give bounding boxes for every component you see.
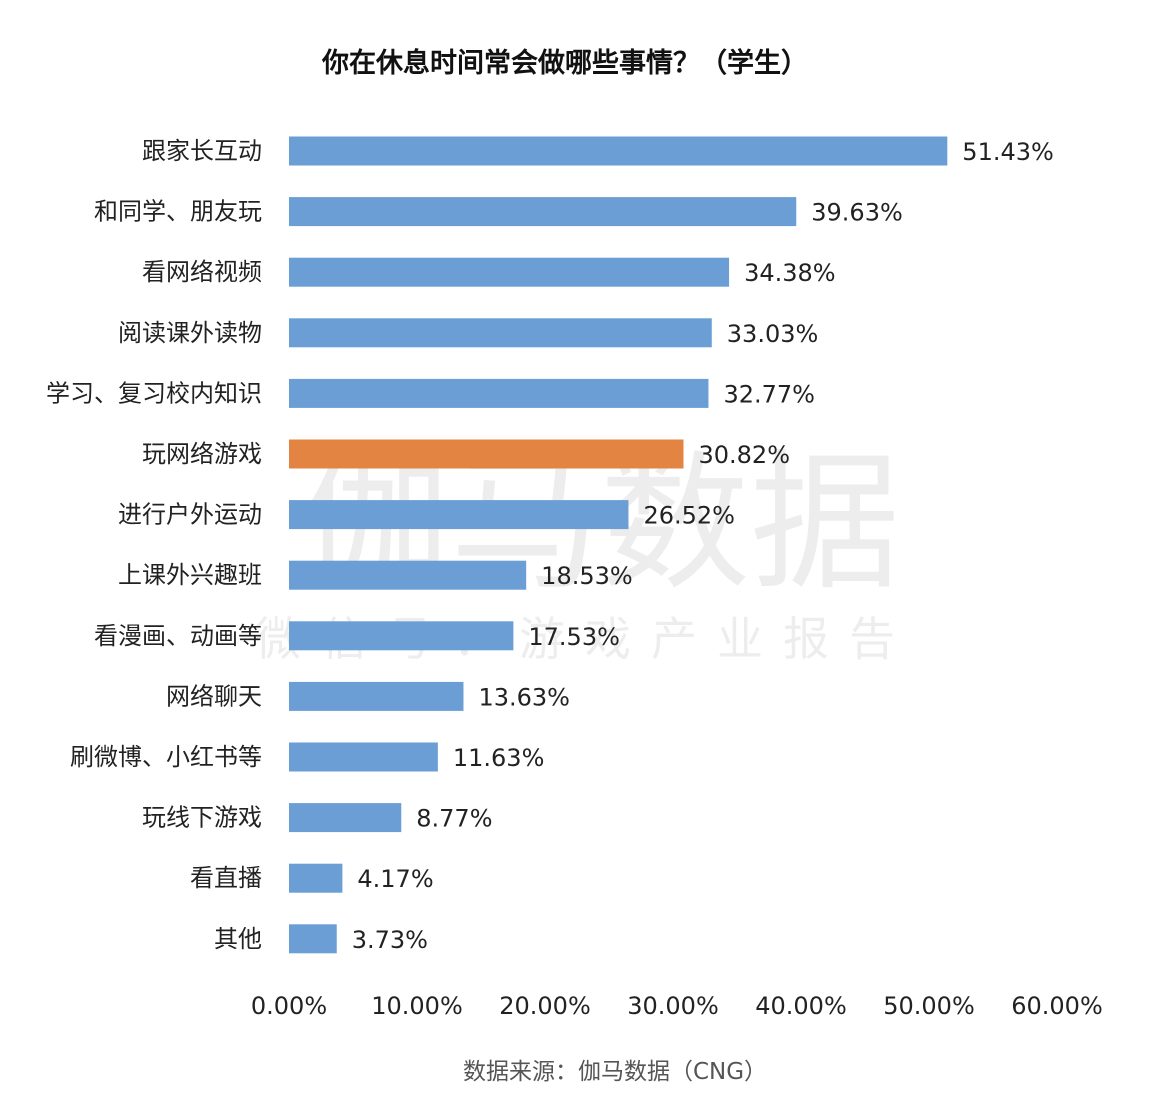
category-label: 和同学、朋友玩 bbox=[94, 198, 262, 226]
value-label: 34.38% bbox=[744, 259, 836, 287]
value-label: 4.17% bbox=[357, 865, 433, 893]
x-tick-label: 30.00% bbox=[627, 992, 719, 1020]
x-tick-label: 0.00% bbox=[251, 992, 327, 1020]
bar bbox=[289, 803, 402, 833]
bar bbox=[289, 621, 514, 651]
value-label: 3.73% bbox=[352, 926, 428, 954]
bar bbox=[289, 257, 730, 287]
category-label: 学习、复习校内知识 bbox=[46, 379, 262, 407]
bar bbox=[289, 197, 797, 227]
category-label: 阅读课外读物 bbox=[118, 319, 262, 347]
source-note: 数据来源：伽马数据（CNG） bbox=[463, 1059, 767, 1085]
x-tick-label: 20.00% bbox=[499, 992, 591, 1020]
bar bbox=[289, 318, 712, 348]
value-label: 17.53% bbox=[528, 623, 620, 651]
value-label: 39.63% bbox=[811, 199, 903, 227]
category-label: 上课外兴趣班 bbox=[118, 561, 262, 589]
x-tick-label: 10.00% bbox=[371, 992, 463, 1020]
bar bbox=[289, 136, 948, 166]
category-label: 玩线下游戏 bbox=[142, 804, 262, 832]
category-label: 网络聊天 bbox=[166, 682, 262, 710]
category-label: 看直播 bbox=[190, 864, 262, 892]
value-label: 33.03% bbox=[727, 320, 819, 348]
category-label: 刷微博、小红书等 bbox=[70, 743, 262, 771]
x-tick-label: 40.00% bbox=[755, 992, 847, 1020]
bar bbox=[289, 681, 464, 711]
bar bbox=[289, 560, 527, 590]
category-label: 看网络视频 bbox=[142, 258, 262, 286]
chart-title: 你在休息时间常会做哪些事情？（学生） bbox=[321, 47, 808, 79]
value-label: 30.82% bbox=[698, 441, 790, 469]
bar bbox=[289, 500, 629, 530]
bar bbox=[289, 924, 337, 954]
bar bbox=[289, 439, 684, 469]
x-axis-ticks: 0.00% 10.00% 20.00% 30.00% 40.00% 50.00% 60.00… bbox=[251, 992, 1103, 1020]
category-label: 跟家长互动 bbox=[142, 137, 262, 165]
bar bbox=[289, 378, 709, 408]
value-label: 11.63% bbox=[453, 744, 545, 772]
bar bbox=[289, 863, 343, 893]
value-label: 8.77% bbox=[416, 805, 492, 833]
value-label: 51.43% bbox=[962, 138, 1054, 166]
value-label: 26.52% bbox=[643, 502, 735, 530]
value-label: 13.63% bbox=[478, 683, 570, 711]
value-label: 18.53% bbox=[541, 562, 633, 590]
category-label: 进行户外运动 bbox=[118, 501, 262, 529]
bars-group: 跟家长互动 51.43% 和同学、朋友玩 39.63% 看网络视频 34.38% 阅读课外读… bbox=[46, 136, 1054, 954]
category-label: 玩网络游戏 bbox=[142, 440, 262, 468]
category-label: 看漫画、动画等 bbox=[94, 622, 262, 650]
value-label: 32.77% bbox=[723, 380, 815, 408]
x-tick-label: 60.00% bbox=[1011, 992, 1103, 1020]
x-tick-label: 50.00% bbox=[883, 992, 975, 1020]
bar bbox=[289, 742, 438, 772]
category-label: 其他 bbox=[214, 925, 262, 953]
